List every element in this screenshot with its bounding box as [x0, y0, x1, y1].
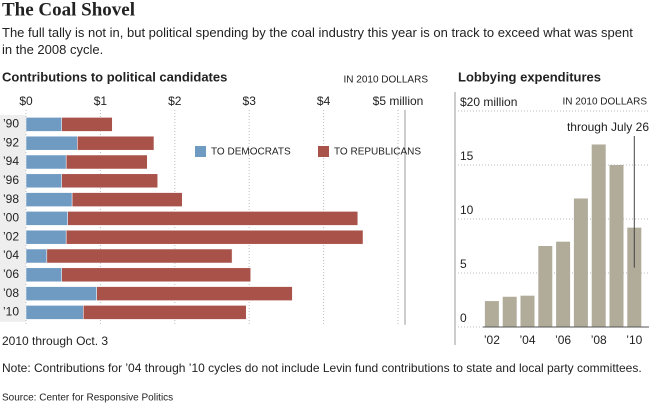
- bar: [573, 198, 588, 327]
- y-tick-label: ’92: [3, 135, 19, 149]
- bar-segment: [25, 267, 62, 283]
- title: The Coal Shovel: [2, 0, 135, 20]
- y-tick-label: ’02: [3, 229, 19, 243]
- legend-swatch: [318, 146, 329, 157]
- bar: [538, 246, 553, 327]
- bar-segment: [61, 173, 158, 189]
- y-tick-label: ’96: [3, 173, 19, 187]
- y-tick-label: ’98: [3, 192, 19, 206]
- y-tick-label: ’90: [3, 117, 19, 131]
- bar-segment: [25, 135, 78, 151]
- y-tick-label: $20 million: [460, 95, 517, 109]
- x-tick-label: $5 million: [373, 94, 424, 108]
- legend-label: TO REPUBLICANS: [334, 147, 421, 158]
- bar-segment: [67, 211, 359, 226]
- bar: [556, 241, 571, 327]
- annotation: 2010 through Oct. 3: [2, 334, 108, 348]
- bar: [520, 295, 535, 327]
- bar-segment: [83, 305, 247, 320]
- y-tick-label: ’06: [3, 267, 19, 281]
- bar: [627, 227, 642, 327]
- legend-swatch: [195, 146, 206, 157]
- bar-segment: [46, 248, 233, 264]
- source: Source: Center for Responsive Politics: [2, 393, 173, 404]
- bar: [609, 165, 624, 327]
- subtitle: IN 2010 DOLLARS: [344, 75, 429, 86]
- x-tick-label: ’06: [555, 333, 571, 347]
- bar-segment: [65, 229, 364, 245]
- bar-segment: [71, 192, 183, 207]
- y-tick-label: 10: [460, 203, 474, 217]
- label-column: [0, 115, 26, 322]
- x-tick-label: ’02: [484, 333, 500, 347]
- bar-segment: [25, 117, 62, 132]
- y-tick-label: ’04: [3, 248, 19, 262]
- bar-segment: [25, 286, 97, 301]
- note: Note: Contributions for ’04 through ’10 …: [2, 361, 642, 375]
- x-tick-label: ’10: [626, 333, 642, 347]
- y-tick-label: 5: [460, 257, 467, 271]
- subtitle: IN 2010 DOLLARS: [563, 97, 648, 108]
- legend-label: TO DEMOCRATS: [211, 147, 291, 158]
- x-tick-label: $4: [317, 94, 331, 108]
- x-tick-label: ’08: [591, 333, 607, 347]
- y-tick-label: ’10: [3, 305, 19, 319]
- chart-title: Lobbying expenditures: [458, 69, 601, 84]
- bar-segment: [25, 248, 48, 264]
- x-tick-label: ’04: [519, 333, 535, 347]
- bar-segment: [65, 154, 148, 170]
- y-tick-label: ’00: [3, 211, 19, 225]
- annotation: through July 26: [567, 120, 649, 134]
- y-tick-label: 15: [460, 149, 474, 163]
- bar: [502, 296, 517, 327]
- bar: [591, 144, 606, 327]
- chart-title: Contributions to political candidates: [2, 69, 227, 84]
- bar-segment: [77, 135, 155, 151]
- x-tick-label: $1: [94, 94, 108, 108]
- bar-segment: [61, 117, 113, 132]
- bar-segment: [25, 211, 68, 226]
- intro: The full tally is not in, but political …: [2, 25, 633, 57]
- bar-segment: [25, 154, 67, 170]
- x-tick-label: $0: [19, 94, 33, 108]
- y-tick-label: ’08: [3, 286, 19, 300]
- x-tick-label: $3: [243, 94, 257, 108]
- y-tick-label: ’94: [3, 154, 19, 168]
- y-tick-label: 0: [460, 311, 467, 325]
- bar-segment: [96, 286, 293, 301]
- x-tick-label: $2: [168, 94, 182, 108]
- bar-segment: [25, 173, 62, 189]
- bar: [484, 301, 499, 327]
- bar-segment: [25, 192, 73, 207]
- bar-segment: [61, 267, 251, 283]
- bar-segment: [25, 305, 84, 320]
- bar-segment: [25, 229, 67, 245]
